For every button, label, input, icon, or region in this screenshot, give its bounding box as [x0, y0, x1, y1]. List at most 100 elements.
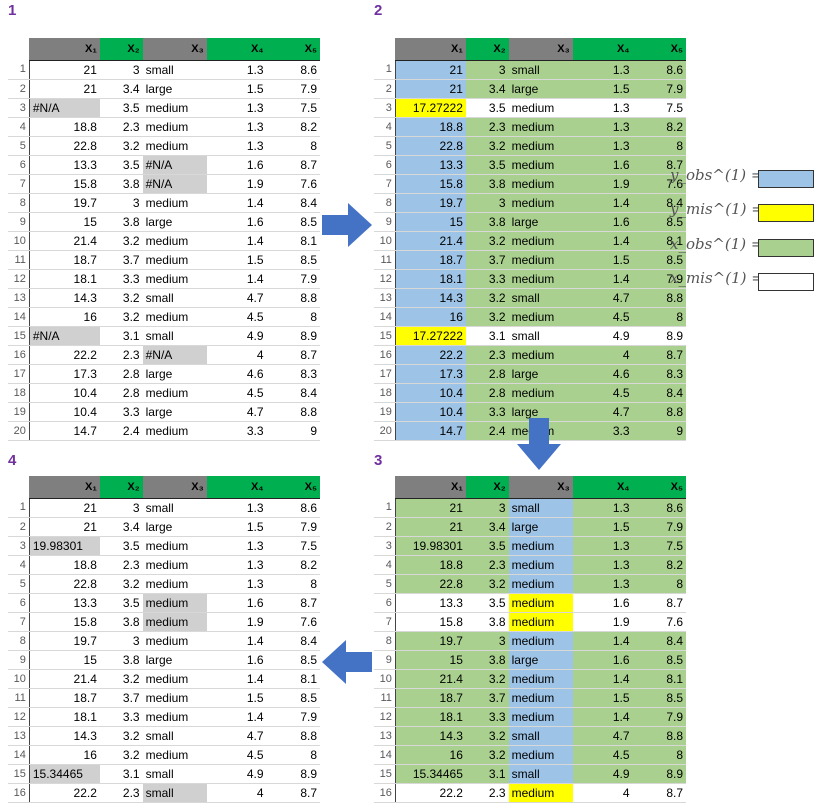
table-cell: 3.5 — [99, 155, 143, 175]
row-number: 2 — [8, 517, 30, 537]
table-cell: 4.5 — [572, 745, 633, 765]
table-cell: 4.5 — [572, 307, 633, 327]
table-cell: 3.7 — [99, 688, 143, 708]
row-number: 1 — [374, 60, 396, 80]
row-number: 8 — [8, 193, 30, 213]
table-cell: 4.5 — [206, 745, 267, 765]
table-cell: 8.7 — [632, 783, 686, 803]
table-cell: 15.34465 — [29, 764, 100, 784]
table-cell: small — [142, 288, 207, 308]
table-cell: 4.7 — [572, 402, 633, 422]
table-cell: 1.5 — [206, 688, 267, 708]
table-cell: 3.8 — [99, 650, 143, 670]
table-cell: 7.9 — [632, 707, 686, 727]
column-header-x1: X₁ — [395, 38, 466, 61]
table-cell: 3.3 — [206, 421, 267, 441]
row-number: 6 — [8, 593, 30, 613]
table-cell: 18.8 — [29, 117, 100, 137]
table-cell: 16 — [29, 745, 100, 765]
table-cell: 8.8 — [266, 288, 320, 308]
table-cell: large — [142, 402, 207, 422]
table-cell: 8.2 — [266, 555, 320, 575]
table-cell: #N/A — [29, 326, 100, 346]
table-cell: 7.9 — [632, 79, 686, 99]
table-cell: medium — [142, 745, 207, 765]
table-cell: medium — [508, 307, 573, 327]
table-cell: 19.98301 — [29, 536, 100, 556]
table-cell: 3 — [465, 193, 509, 213]
row-number: 3 — [8, 98, 30, 118]
legend-swatch-y-obs — [758, 170, 814, 188]
table-cell: large — [142, 364, 207, 384]
table-cell: 8.5 — [632, 650, 686, 670]
table-cell: 22.8 — [395, 136, 466, 156]
table-cell: 1.9 — [572, 174, 633, 194]
table-cell: 1.4 — [572, 631, 633, 651]
table-cell: medium — [142, 98, 207, 118]
table-cell: large — [508, 212, 573, 232]
table-cell: 8.2 — [266, 117, 320, 137]
table-cell: 1.4 — [206, 193, 267, 213]
row-number: 3 — [374, 98, 396, 118]
table-cell: 8.5 — [632, 250, 686, 270]
table-row: 6 13.3 3.5 #N/A 1.6 8.7 — [8, 155, 320, 175]
row-number: 14 — [374, 745, 396, 765]
row-number: 13 — [8, 288, 30, 308]
table-cell: 3.8 — [465, 212, 509, 232]
table-cell: 18.8 — [29, 555, 100, 575]
table-cell: 1.3 — [572, 574, 633, 594]
table-cell: medium — [508, 745, 573, 765]
table-row: 12 18.1 3.3 medium 1.4 7.9 — [8, 707, 320, 727]
table-row: 4 18.8 2.3 medium 1.3 8.2 — [374, 555, 686, 575]
table-row: 17 17.3 2.8 large 4.6 8.3 — [8, 364, 320, 384]
row-number: 9 — [8, 650, 30, 670]
table-cell: 3.3 — [99, 402, 143, 422]
table-cell: 8.8 — [632, 402, 686, 422]
table-cell: 1.9 — [572, 612, 633, 632]
row-number: 3 — [8, 536, 30, 556]
legend-label-x-obs: x_obs^(1) = — [670, 235, 764, 253]
table-cell: 14.7 — [395, 421, 466, 441]
table-row: 7 15.8 3.8 medium 1.9 7.6 — [374, 174, 686, 194]
header-row: X₁ X₂ X₃ X₄ X₅ — [8, 476, 320, 499]
table-cell: 15 — [29, 650, 100, 670]
table-cell: 3.1 — [465, 764, 509, 784]
table-cell: 9 — [632, 421, 686, 441]
table-row: 15 15.34465 3.1 small 4.9 8.9 — [374, 764, 686, 784]
table-row: 18 10.4 2.8 medium 4.5 8.4 — [374, 383, 686, 403]
table-row: 13 14.3 3.2 small 4.7 8.8 — [8, 726, 320, 746]
row-number: 4 — [374, 555, 396, 575]
table-cell: 2.3 — [99, 783, 143, 803]
column-header-x3: X₃ — [142, 38, 207, 61]
arrow-left-icon — [322, 640, 372, 684]
header-corner — [374, 38, 396, 61]
table-cell: medium — [508, 136, 573, 156]
table-cell: 4.7 — [206, 726, 267, 746]
table-row: 13 14.3 3.2 small 4.7 8.8 — [374, 288, 686, 308]
table-row: 14 16 3.2 medium 4.5 8 — [8, 745, 320, 765]
table-cell: 3.2 — [99, 307, 143, 327]
table-cell: 3.5 — [99, 536, 143, 556]
table-cell: 21 — [395, 60, 466, 80]
table-row: 12 18.1 3.3 medium 1.4 7.9 — [374, 269, 686, 289]
table-cell: 17.27222 — [395, 98, 466, 118]
column-header-x4: X₄ — [572, 476, 633, 499]
table-cell: 19.98301 — [395, 536, 466, 556]
table-cell: 1.3 — [206, 574, 267, 594]
table-row: 1 21 3 small 1.3 8.6 — [374, 498, 686, 518]
table-cell: medium — [142, 136, 207, 156]
table-cell: large — [508, 650, 573, 670]
table-cell: 7.9 — [266, 707, 320, 727]
table-cell: 15 — [395, 650, 466, 670]
table-cell: medium — [142, 688, 207, 708]
table-cell: medium — [508, 555, 573, 575]
table-cell: 8.6 — [632, 60, 686, 80]
table-row: 16 22.2 2.3 #N/A 4 8.7 — [8, 345, 320, 365]
row-number: 3 — [374, 536, 396, 556]
table-cell: medium — [508, 536, 573, 556]
table-cell: 1.6 — [572, 212, 633, 232]
table-cell: small — [508, 288, 573, 308]
table-cell: 3.2 — [465, 288, 509, 308]
table-cell: small — [508, 498, 573, 518]
column-header-x4: X₄ — [572, 38, 633, 61]
